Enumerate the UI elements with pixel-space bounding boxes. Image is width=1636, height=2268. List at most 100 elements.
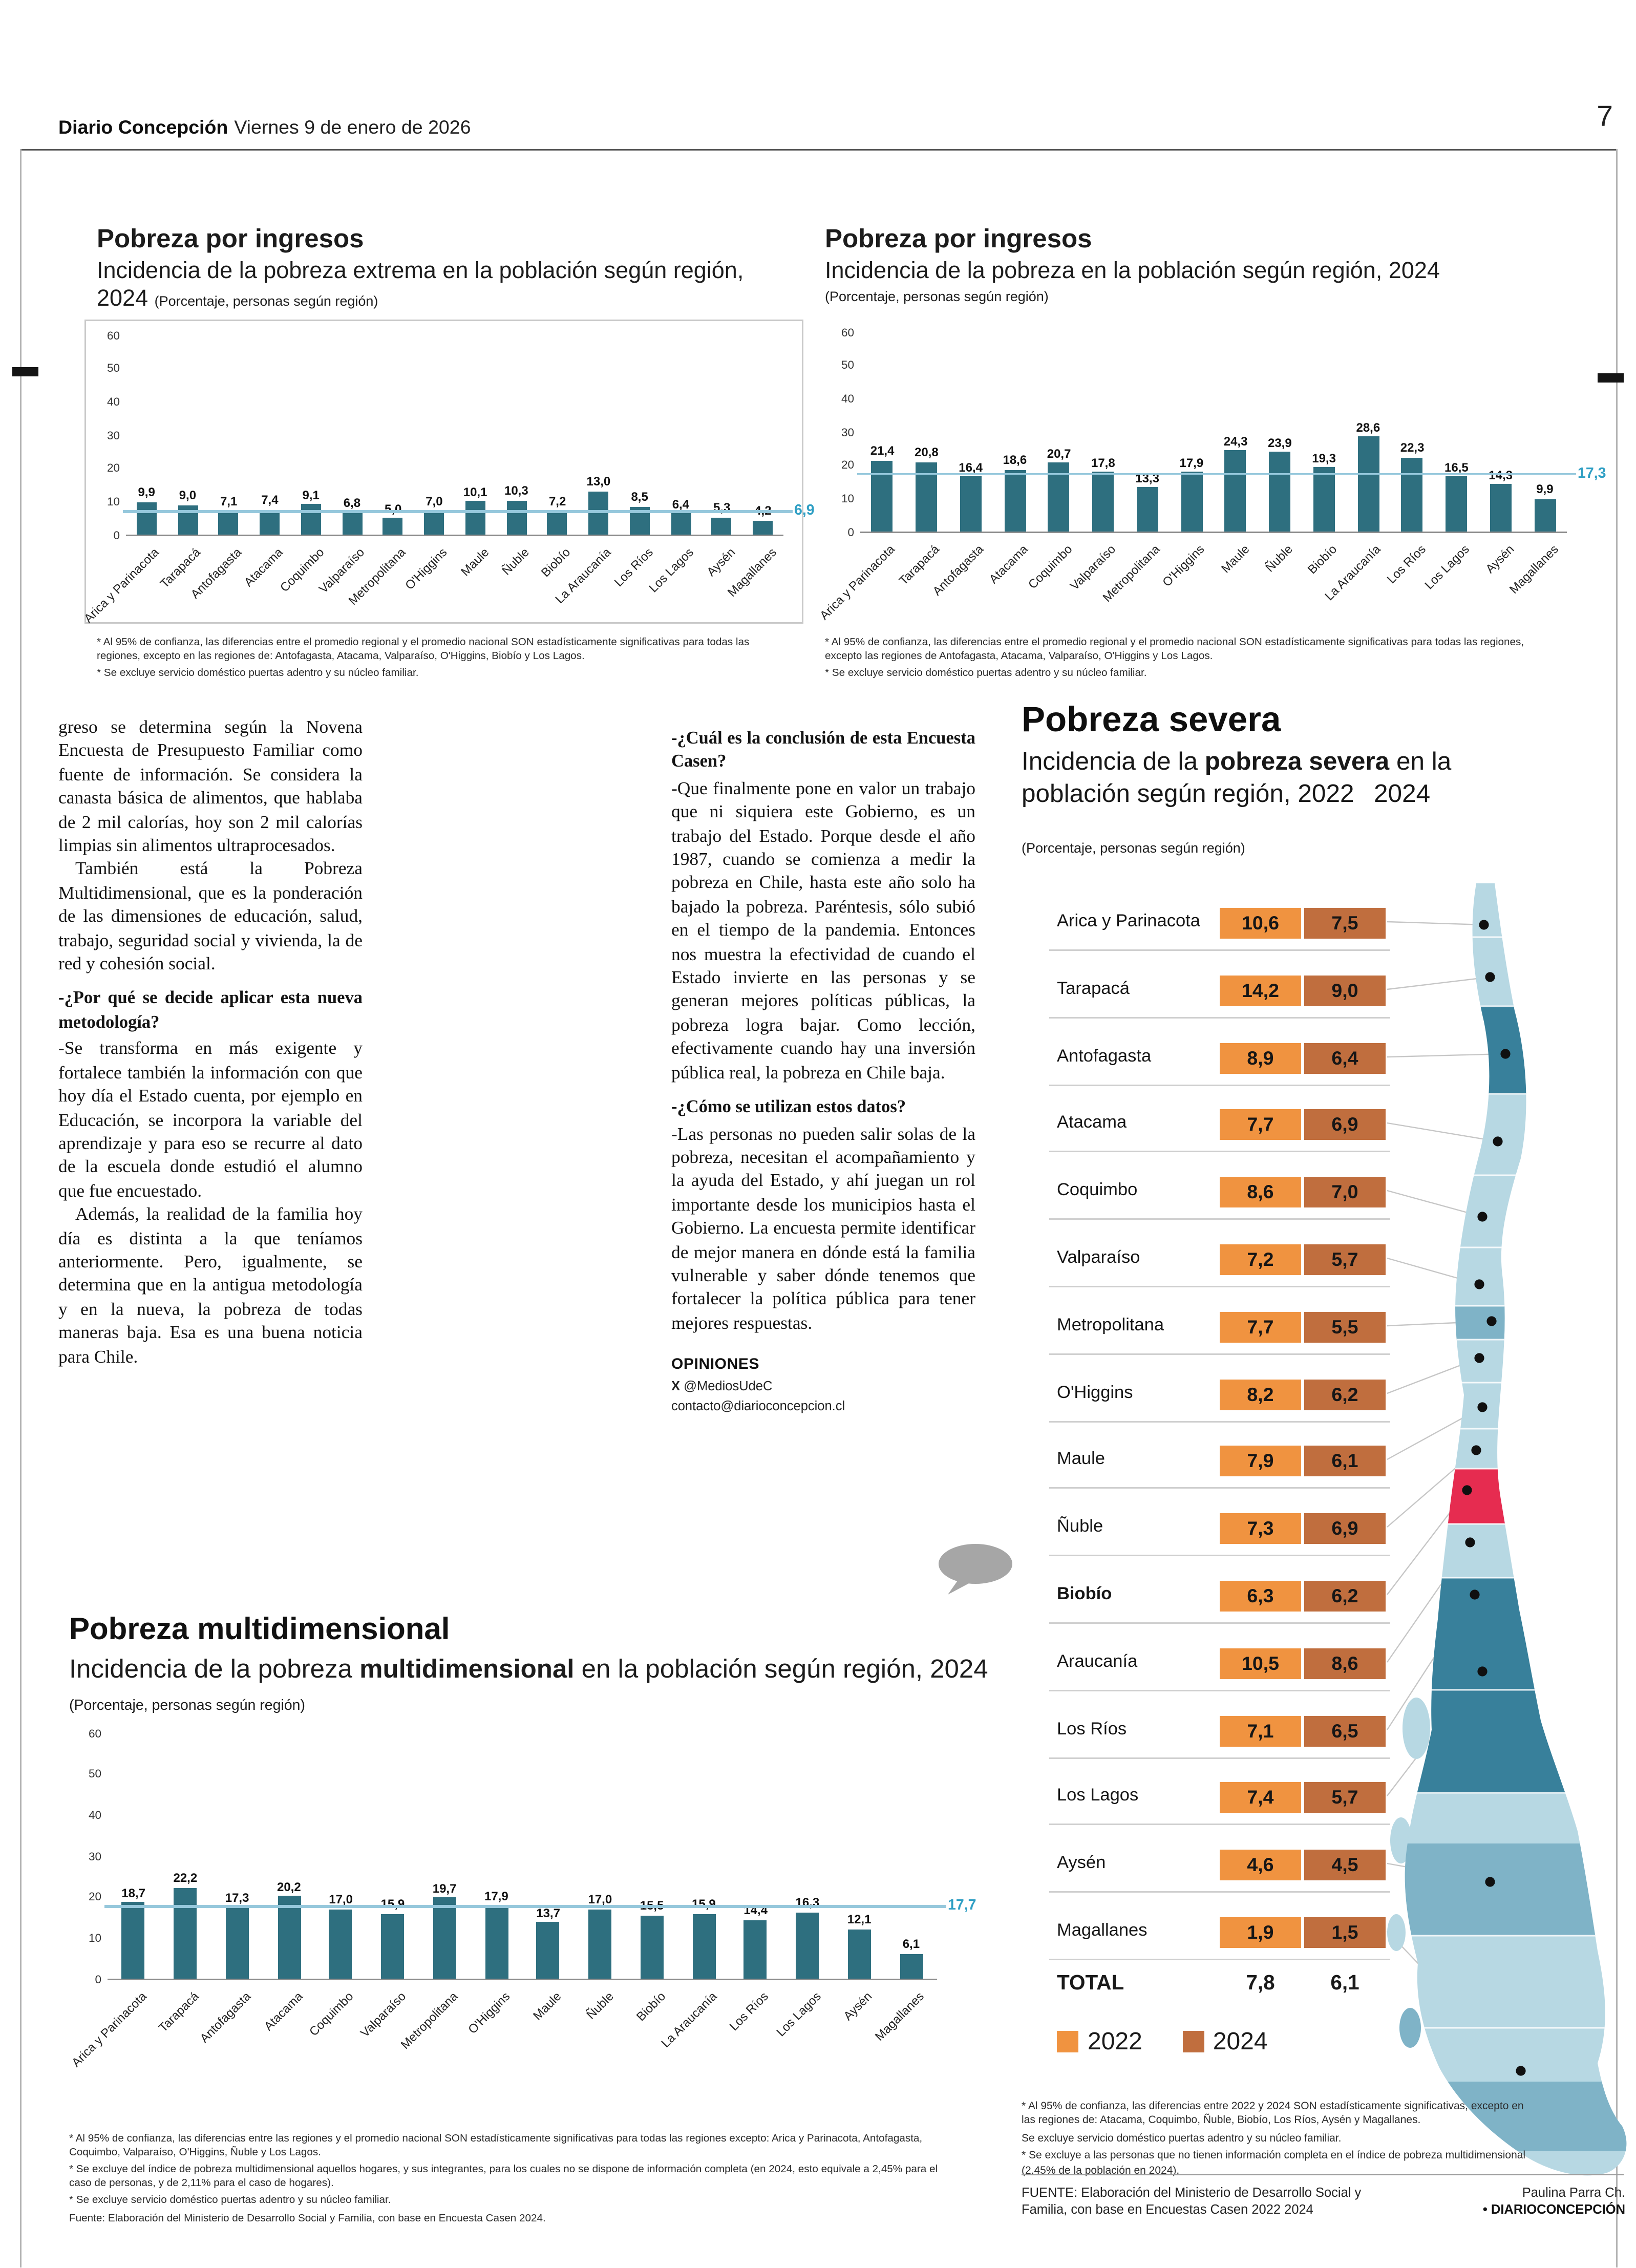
bar-value-label: 7,0 xyxy=(426,495,443,509)
value-2024: 6,1 xyxy=(1304,1446,1386,1477)
x-axis-label: Los Lagos xyxy=(773,1989,823,2040)
value-2024: 6,9 xyxy=(1304,1513,1386,1544)
region-antofagasta-shade xyxy=(1405,1006,1627,1094)
bar-value-label: 20,7 xyxy=(1047,446,1071,460)
bar-value-label: 17,9 xyxy=(484,1889,508,1903)
x-handle[interactable]: @MediosUdeC xyxy=(680,1378,773,1394)
bar xyxy=(1225,451,1247,532)
panel-subtitle-bold: pobreza severa xyxy=(1204,748,1390,776)
bar-value-label: 17,0 xyxy=(329,1893,353,1907)
source-note: FUENTE: Elaboración del Ministerio de De… xyxy=(1022,2185,1362,2217)
bar xyxy=(1357,436,1379,532)
chart-footnote: * Al 95% de confianza, las diferencias e… xyxy=(69,2134,923,2159)
chart-subtitle-pre: Incidencia de la pobreza xyxy=(69,1655,360,1684)
bar xyxy=(174,1888,197,1979)
panel-title: Pobreza severa xyxy=(1022,699,1281,739)
bar-value-label: 28,6 xyxy=(1356,420,1380,434)
y-axis-tick: 30 xyxy=(841,425,854,439)
region-label: Aysén xyxy=(1057,1854,1106,1873)
opiniones-heading: OPINIONES xyxy=(671,1356,760,1374)
article-paragraph: -Se transforma en más exigente y fortale… xyxy=(58,1037,363,1201)
severa-region-row: O'Higgins 8,2 6,2 xyxy=(1049,1367,1390,1422)
region-label: Maule xyxy=(1057,1451,1105,1470)
contact-email[interactable]: contacto@diarioconcepcion.cl xyxy=(671,1398,845,1414)
chart-footnote: * Al 95% de confianza, las diferencias e… xyxy=(825,638,1524,663)
bar xyxy=(506,500,526,535)
value-2024: 4,5 xyxy=(1304,1850,1386,1881)
article-paragraph: -Las personas no pueden salir solas de l… xyxy=(671,1122,975,1333)
y-axis-tick: 50 xyxy=(88,1767,101,1781)
y-axis-tick: 30 xyxy=(88,1849,101,1863)
severa-region-row: Aysén 4,6 4,5 xyxy=(1049,1838,1390,1893)
bar-value-label: 17,8 xyxy=(1091,456,1115,470)
legend-label-2024: 2024 xyxy=(1213,2029,1268,2055)
national-average-line xyxy=(857,473,1576,476)
severa-region-row: Biobío 6,3 6,2 xyxy=(1049,1568,1390,1624)
region-label: Valparaíso xyxy=(1057,1249,1140,1267)
bar xyxy=(277,1896,301,1979)
x-axis-label: Arica y Parinacota xyxy=(818,542,899,623)
interview-question: -¿Por qué se decide aplicar esta nueva m… xyxy=(58,990,363,1032)
article-paragraph: greso se determina según la Novena Encue… xyxy=(58,716,363,856)
bar-value-label: 17,3 xyxy=(225,1892,249,1906)
region-label: Biobío xyxy=(1057,1585,1112,1604)
credit-author: Paulina Parra Ch. xyxy=(1522,2185,1625,2200)
severe-poverty-panel: Pobreza severa Incidencia de la pobreza … xyxy=(1014,699,1636,2254)
y-axis-tick: 50 xyxy=(841,358,854,372)
x-axis-label: O'Higgins xyxy=(1160,542,1207,590)
registration-mark-left xyxy=(12,367,38,376)
bar xyxy=(329,1909,353,1979)
x-axis-label: Maule xyxy=(1218,542,1252,576)
bar xyxy=(260,510,280,535)
registration-mark-right xyxy=(1598,373,1624,383)
bar xyxy=(177,504,198,535)
bar xyxy=(122,1902,145,1979)
national-average-value: 17,3 xyxy=(1578,464,1606,482)
y-axis-tick: 0 xyxy=(847,524,854,539)
bar-value-label: 20,8 xyxy=(914,446,939,460)
severa-region-row: Atacama 7,7 6,9 xyxy=(1049,1097,1390,1153)
region-label: O'Higgins xyxy=(1057,1383,1133,1402)
bar xyxy=(1004,470,1026,532)
y-axis-tick: 60 xyxy=(88,1726,101,1740)
bar-value-label: 22,2 xyxy=(173,1871,198,1885)
value-2024: 5,5 xyxy=(1304,1311,1386,1343)
bar xyxy=(1534,498,1556,532)
bar xyxy=(136,501,157,535)
severa-region-row: Tarapacá 14,2 9,0 xyxy=(1049,963,1390,1019)
value-2024: 6,9 xyxy=(1304,1110,1386,1141)
panel-subtitle: Incidencia de la pobreza severa en la po… xyxy=(1022,747,1556,810)
region-label: Metropolitana xyxy=(1057,1316,1164,1335)
severa-region-row: Valparaíso 7,2 5,7 xyxy=(1049,1232,1390,1287)
legend-label-2022: 2022 xyxy=(1088,2029,1142,2055)
x-axis-label: Los Ríos xyxy=(727,1989,772,2034)
severa-region-row: Metropolitana 7,7 5,5 xyxy=(1049,1299,1390,1355)
x-axis-label: Biobío xyxy=(1305,542,1340,577)
region-biobio-highlight xyxy=(1405,1469,1627,1524)
bar-value-label: 10,1 xyxy=(463,484,487,499)
national-average-value: 17,7 xyxy=(948,1897,976,1914)
y-axis-tick: 40 xyxy=(841,391,854,406)
region-aysen-shade xyxy=(1405,1843,1627,1936)
bar-value-label: 19,3 xyxy=(1312,451,1336,465)
bar xyxy=(712,517,732,535)
bar-value-label: 8,5 xyxy=(631,490,648,504)
credit-brand: • DIARIOCONCEPCIÓN xyxy=(1482,2201,1625,2217)
chile-map xyxy=(1386,883,1627,2176)
chart-frame xyxy=(84,320,803,624)
edition-date: Viernes 9 de enero de 2026 xyxy=(234,117,471,138)
interview-question: -¿Cómo se utilizan estos datos? xyxy=(671,1098,906,1117)
region-label: Atacama xyxy=(1057,1114,1127,1133)
bar-value-label: 7,1 xyxy=(220,495,238,509)
bar-value-label: 22,3 xyxy=(1400,441,1425,455)
bar-value-label: 6,4 xyxy=(672,497,690,511)
x-axis-label: Magallanes xyxy=(873,1989,927,2044)
chart-subtitle: Incidencia de la pobreza en la población… xyxy=(825,258,1593,286)
article-column-1: greso se determina según la Novena Encue… xyxy=(58,716,363,1369)
bar xyxy=(547,511,568,535)
x-axis-label: O'Higgins xyxy=(465,1989,513,2037)
panel-subtitle-post: en la población según región, 2022 2024 xyxy=(1022,748,1452,808)
legend-swatch-2022 xyxy=(1057,2031,1078,2052)
island xyxy=(1390,1817,1412,1863)
x-axis-label: Ñuble xyxy=(583,1989,616,2022)
